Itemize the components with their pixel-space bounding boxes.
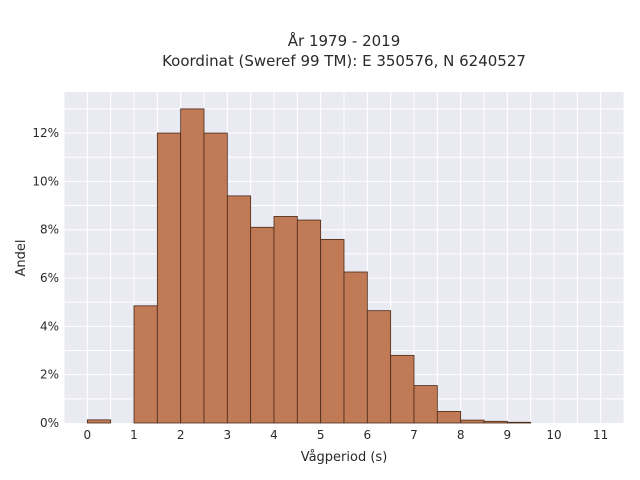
histogram-bar — [366, 310, 392, 424]
y-tick-label: 4% — [40, 319, 59, 333]
histogram-bar — [343, 271, 368, 424]
histogram-bar — [133, 305, 158, 424]
x-axis-label: Vågperiod (s) — [301, 450, 388, 465]
y-tick-label: 10% — [32, 174, 59, 188]
histogram-bar — [250, 226, 275, 424]
y-axis-label: Andel — [14, 240, 29, 277]
histogram-bar — [203, 132, 228, 424]
histogram-bar — [483, 420, 508, 424]
x-tick-label: 10 — [546, 428, 561, 442]
chart-title-line2: Koordinat (Sweref 99 TM): E 350576, N 62… — [162, 52, 526, 70]
histogram-bar — [460, 419, 485, 424]
histogram-bar — [86, 419, 112, 424]
chart-title-line1: År 1979 - 2019 — [288, 31, 401, 50]
histogram-bar — [180, 108, 205, 424]
y-tick-label: 0% — [40, 416, 59, 430]
x-tick-label: 1 — [130, 428, 138, 442]
y-tick-label: 8% — [40, 223, 59, 237]
x-tick-label: 4 — [270, 428, 278, 442]
x-tick-label: 7 — [410, 428, 418, 442]
y-tick-label: 12% — [32, 126, 59, 140]
histogram-bar — [226, 195, 252, 424]
histogram-bar — [273, 216, 298, 424]
x-tick-label: 11 — [593, 428, 608, 442]
y-tick-label: 6% — [40, 271, 59, 285]
histogram-bar — [156, 132, 182, 424]
x-tick-label: 9 — [504, 428, 512, 442]
x-tick-label: 8 — [457, 428, 465, 442]
x-tick-labels: 0 1 2 3 4 5 6 7 8 9 10 11 — [84, 428, 609, 442]
histogram-bar — [413, 385, 438, 424]
x-tick-label: 6 — [364, 428, 372, 442]
y-tick-labels: 0% 2% 4% 6% 8% 10% 12% — [32, 126, 59, 430]
histogram-bar — [296, 219, 322, 424]
x-tick-label: 2 — [177, 428, 185, 442]
x-tick-label: 0 — [84, 428, 92, 442]
histogram-bar — [320, 238, 345, 424]
histogram-bar — [390, 354, 415, 424]
y-tick-label: 2% — [40, 368, 59, 382]
x-tick-label: 3 — [224, 428, 232, 442]
bars — [86, 108, 532, 424]
x-tick-label: 5 — [317, 428, 325, 442]
histogram-bar — [436, 411, 462, 424]
histogram-bar — [506, 421, 532, 424]
